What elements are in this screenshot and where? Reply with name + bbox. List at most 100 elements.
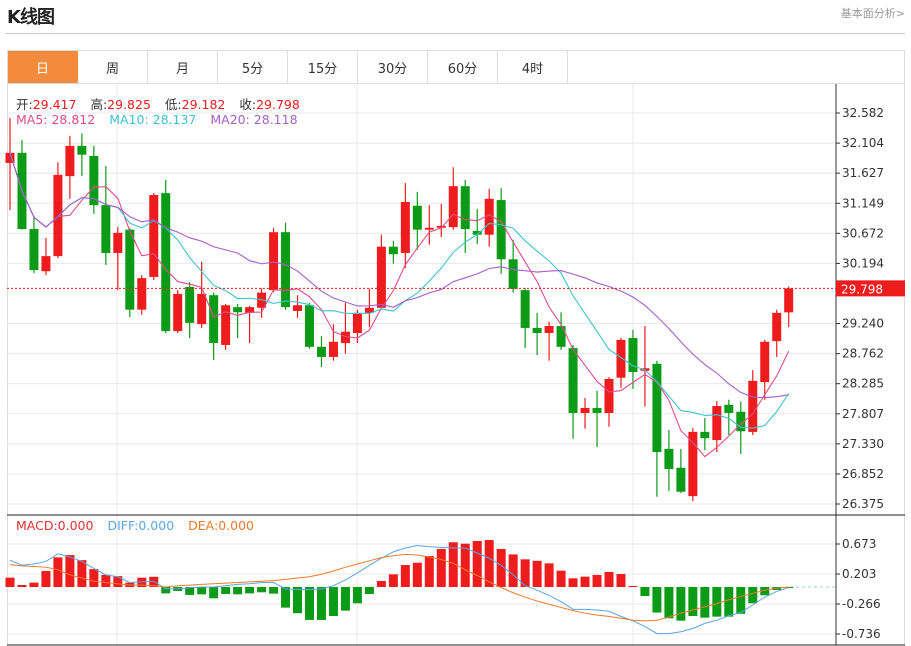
candle (580, 397, 590, 429)
ohlc-legend: 开:29.417 高:29.825 低:29.182 收:29.798 (16, 94, 310, 113)
tab-4hour[interactable]: 4时 (498, 51, 568, 83)
candle-body (77, 145, 87, 155)
candle (281, 222, 291, 310)
candle-body (197, 293, 207, 325)
candle-body (376, 246, 386, 308)
candle-body (173, 293, 183, 332)
candle-body (149, 195, 159, 277)
candle-body (484, 198, 494, 235)
candle (640, 326, 650, 407)
candle-body (340, 331, 350, 344)
candle (364, 288, 374, 328)
macd-bar (508, 554, 518, 587)
macd-bar (436, 548, 446, 587)
tab-day[interactable]: 日 (8, 51, 78, 83)
macd-bar (245, 586, 255, 594)
tab-15min[interactable]: 15分 (288, 51, 358, 83)
candle-body (269, 232, 279, 291)
candle (245, 305, 255, 344)
macd-bar (688, 586, 698, 616)
macd-bar (101, 574, 111, 587)
macd-bar (269, 586, 279, 594)
candle (532, 312, 542, 356)
candle (137, 275, 147, 315)
tab-month[interactable]: 月 (148, 51, 218, 83)
candle (328, 324, 338, 361)
price-tick-label: 27.807 (842, 407, 884, 421)
macd-bar (400, 565, 410, 587)
candle-body (125, 229, 135, 310)
candle-body (233, 307, 243, 313)
price-tick-label: 32.104 (842, 136, 884, 150)
macd-bar (65, 555, 75, 587)
candle-body (784, 288, 794, 313)
candle (652, 360, 662, 497)
price-tick-label: 26.375 (842, 497, 884, 511)
macd-bar (149, 576, 159, 587)
macd-bar (544, 563, 554, 587)
candle (185, 281, 195, 339)
tab-week[interactable]: 周 (78, 51, 148, 83)
candle (113, 227, 123, 291)
candle (209, 292, 219, 361)
macd-bar (532, 560, 542, 587)
last-price-tag (836, 280, 905, 297)
macd-bar (424, 556, 434, 587)
macd-bar (293, 586, 303, 614)
candle-body (664, 448, 674, 470)
price-tick-label: 31.149 (842, 196, 884, 210)
candle-body (53, 174, 63, 257)
candle-body (293, 305, 303, 311)
candle-body (508, 259, 518, 289)
candle (173, 290, 183, 333)
candle (17, 140, 27, 230)
macd-tick-label: 0.673 (842, 537, 876, 551)
price-tick-label: 30.194 (842, 256, 884, 270)
macd-bar (89, 569, 99, 587)
candle (400, 183, 410, 269)
macd-bar (448, 542, 458, 587)
candle-body (460, 186, 470, 230)
candle-body (424, 227, 434, 230)
macd-bar (580, 576, 590, 587)
macd-bar (305, 586, 314, 620)
high-label: 高: (90, 97, 108, 112)
close-label: 收: (239, 97, 257, 112)
candle (544, 321, 554, 361)
macd-bar (724, 586, 734, 617)
candle-body (556, 326, 566, 347)
ma-legend: MA5: 28.812 MA10: 28.137 MA20: 28.118 (16, 112, 308, 127)
header-divider (5, 33, 905, 34)
candle (568, 344, 578, 439)
candle (520, 288, 530, 349)
candle (101, 166, 111, 265)
macd-tick-label: 0.203 (842, 567, 876, 581)
close-value: 29.798 (256, 97, 300, 112)
candle (53, 162, 63, 259)
fundamental-analysis-link[interactable]: 基本面分析> (840, 7, 905, 20)
candle (29, 215, 39, 274)
candle (772, 309, 782, 357)
candle (712, 401, 722, 453)
price-tick-label: 27.330 (842, 437, 884, 451)
tab-5min[interactable]: 5分 (218, 51, 288, 83)
candle-body (352, 312, 362, 333)
candle (269, 227, 279, 293)
candle (65, 135, 75, 199)
macd-bar (484, 540, 494, 587)
macd-bar (520, 559, 530, 587)
macd-bar (29, 582, 39, 587)
macd-bar (388, 574, 398, 587)
candle-body (89, 155, 99, 206)
tab-30min[interactable]: 30分 (358, 51, 428, 83)
price-tick-label: 32.582 (842, 106, 884, 120)
candle-body (436, 225, 446, 228)
macd-bar (760, 586, 770, 596)
candle (628, 329, 638, 390)
macd-bar (676, 586, 686, 621)
candle (424, 205, 434, 245)
diff-line (9, 544, 789, 635)
tab-60min[interactable]: 60分 (428, 51, 498, 83)
candle-body (400, 201, 410, 253)
